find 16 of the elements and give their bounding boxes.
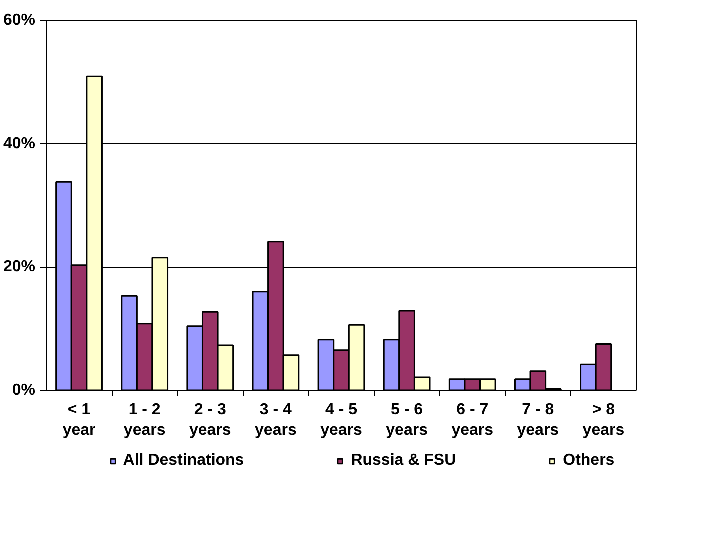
y-tick-label: 20% <box>3 258 36 276</box>
y-tick-label: 60% <box>3 12 36 29</box>
y-tick-label: 0% <box>12 382 36 399</box>
x-tick-label: 3 - 4 years <box>255 402 297 439</box>
legend-label: Others <box>563 452 615 470</box>
legend-label: All Destinations <box>123 452 244 470</box>
legend-label: Russia & FSU <box>351 452 456 470</box>
x-tick-label: 2 - 3 years <box>189 402 232 439</box>
x-tick-label: 1 - 2 years <box>124 402 166 439</box>
x-tick-label: 5 - 6 years <box>386 402 428 439</box>
x-tick-label: 6 - 7 years <box>452 402 494 439</box>
y-tick-label: 40% <box>3 135 36 152</box>
x-tick-label: > 8 years <box>582 402 625 439</box>
x-tick-label: 7 - 8 years <box>517 402 560 439</box>
x-tick-label: < 1 year <box>62 402 96 439</box>
x-tick-label: 4 - 5 years <box>320 402 363 439</box>
